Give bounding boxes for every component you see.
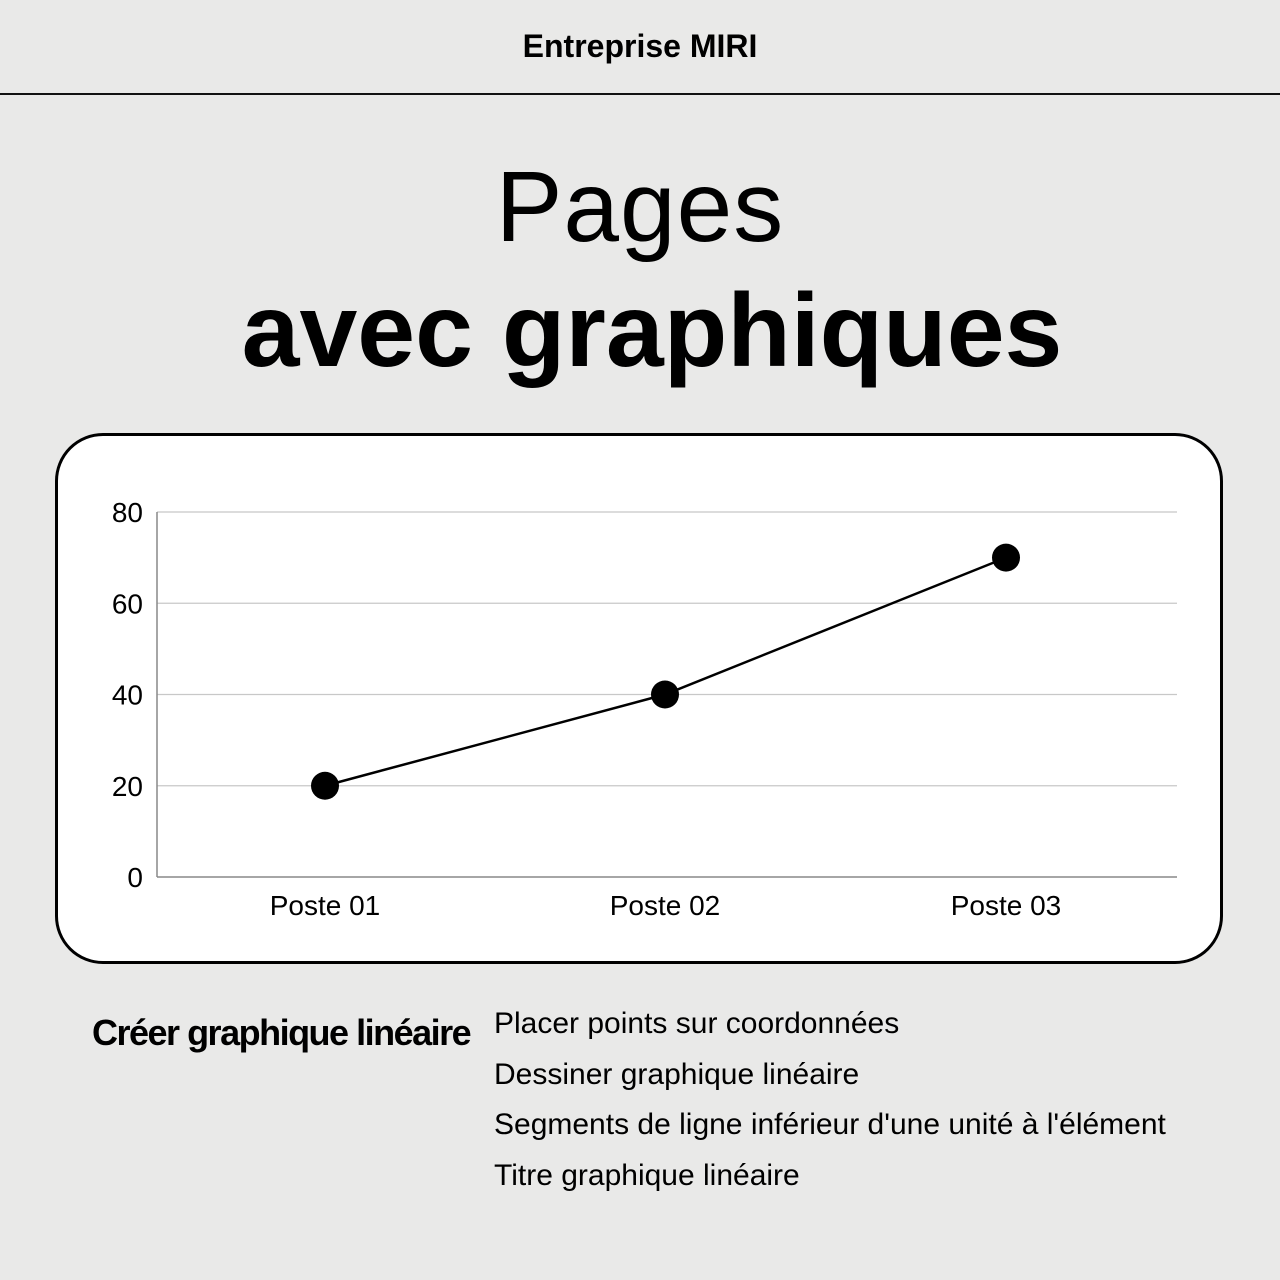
x-tick-label: Poste 03 [951, 890, 1062, 921]
data-point [311, 771, 339, 800]
series-line [324, 556, 1007, 787]
list-item: Segments de ligne inférieur d'une unité … [494, 1108, 1166, 1141]
y-tick-label: 60 [112, 588, 143, 619]
list-item: Titre graphique linéaire [494, 1158, 800, 1192]
section-subtitle: Créer graphique linéaire [92, 1012, 472, 1053]
y-tick-label: 20 [112, 771, 143, 802]
y-tick-label: 0 [127, 862, 143, 893]
x-tick-label: Poste 02 [610, 890, 721, 921]
page-title-bold: avec graphiques [241, 273, 1063, 389]
list-item: Placer points sur coordonnées [494, 1007, 900, 1040]
list-item: Dessiner graphique linéaire [494, 1057, 860, 1091]
page-title-light: Pages [495, 151, 785, 263]
header-divider [0, 93, 1280, 95]
brand-name: Entreprise MIRI [522, 28, 758, 64]
x-tick-label: Poste 01 [270, 890, 381, 921]
y-tick-label: 40 [112, 680, 143, 711]
feature-list: Placer points sur coordonnées Dessiner g… [494, 1004, 1166, 1206]
y-tick-label: 80 [112, 497, 143, 528]
chart-card [55, 433, 1223, 964]
data-point [651, 680, 679, 709]
data-point [992, 543, 1020, 572]
